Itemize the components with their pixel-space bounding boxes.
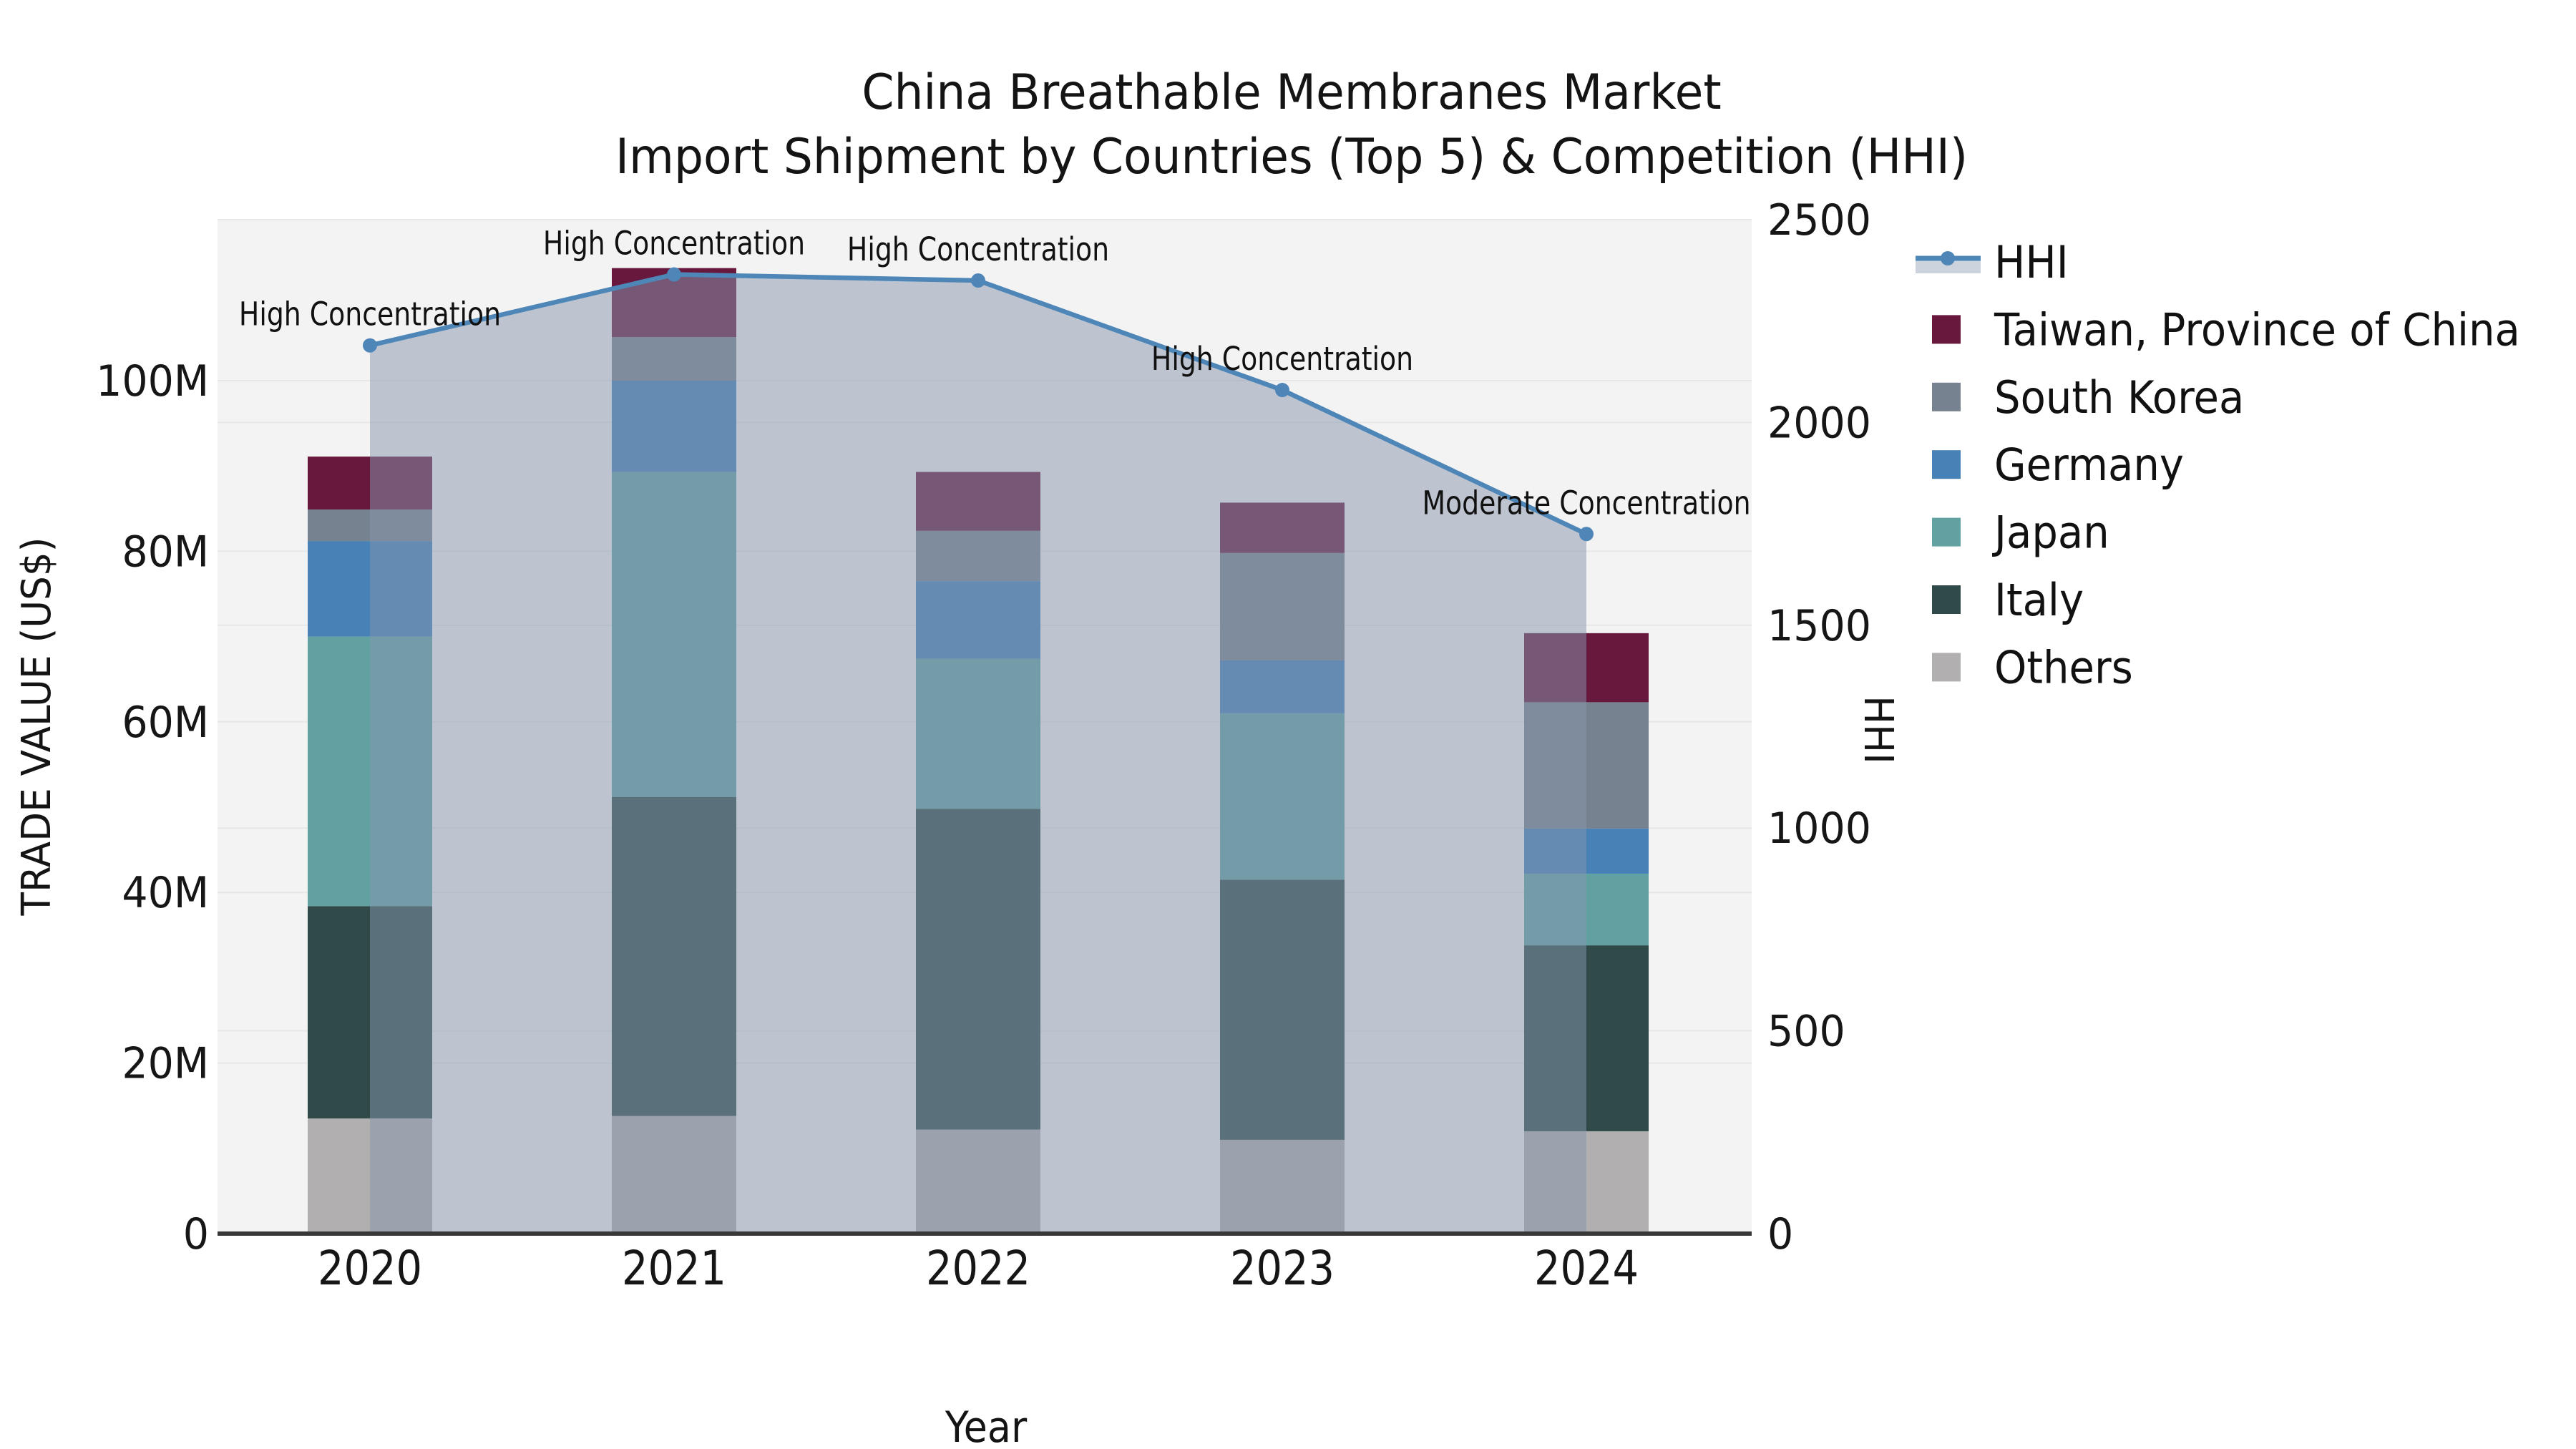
left-tick-60M: 60M bbox=[122, 697, 209, 747]
legend-swatch-Japan bbox=[1932, 517, 1961, 547]
x-tick-2020: 2020 bbox=[318, 1241, 422, 1296]
legend-label-South Korea: South Korea bbox=[1994, 372, 2244, 424]
legend-swatch-South Korea bbox=[1932, 382, 1961, 411]
x-axis-title: Year bbox=[945, 1402, 1028, 1449]
plot-layer: High Concentration High Concentration High… bbox=[96, 195, 1871, 1296]
hhi-marker-2024 bbox=[1579, 527, 1594, 542]
legend-hhi-marker bbox=[1941, 251, 1955, 265]
legend-label-Taiwan, Province of China: Taiwan, Province of China bbox=[1994, 304, 2520, 356]
legend-item-South Korea: South Korea bbox=[1932, 372, 2244, 424]
left-tick-20M: 20M bbox=[122, 1038, 209, 1088]
hhi-marker-2020 bbox=[363, 338, 377, 353]
hhi-annotation-2023: High Concentration bbox=[1151, 340, 1413, 378]
hhi-marker-2022 bbox=[971, 273, 985, 288]
chart-title-line1: China Breathable Membranes Market bbox=[862, 63, 1721, 120]
hhi-marker-2021 bbox=[667, 267, 681, 282]
legend-swatch-Germany bbox=[1932, 450, 1961, 479]
legend-item-Japan: Japan bbox=[1932, 507, 2109, 559]
y-axis-title-left: TRADE VALUE (US$) bbox=[13, 537, 60, 916]
hhi-annotation-2020: High Concentration bbox=[239, 295, 501, 333]
hhi-annotation-2024: Moderate Concentration bbox=[1422, 484, 1750, 522]
left-tick-0: 0 bbox=[183, 1209, 209, 1259]
left-tick-80M: 80M bbox=[122, 527, 209, 577]
hhi-annotation-2022: High Concentration bbox=[847, 230, 1109, 268]
hhi-area-fill bbox=[370, 274, 1586, 1234]
legend-item-HHI: HHI bbox=[1916, 237, 2069, 289]
hhi-annotation-2021: High Concentration bbox=[543, 224, 805, 262]
legend-swatch-Italy bbox=[1932, 585, 1961, 614]
tick-labels: 2020 2021 2022 2023 2024 0 20M 40M 60M 80M 100M 0 50… bbox=[96, 195, 1871, 1296]
legend-label-Germany: Germany bbox=[1994, 439, 2184, 491]
right-tick-1500: 1500 bbox=[1767, 600, 1871, 650]
legend-item-Others: Others bbox=[1932, 642, 2133, 694]
legend-item-Germany: Germany bbox=[1932, 439, 2184, 492]
legend: HHI Taiwan, Province of China South Korea G… bbox=[1916, 237, 2520, 694]
legend-swatch-Others bbox=[1932, 653, 1961, 682]
x-tick-2024: 2024 bbox=[1534, 1241, 1639, 1296]
hhi-annotations: High Concentration High Concentration High… bbox=[239, 224, 1751, 522]
hhi-marker-2023 bbox=[1275, 383, 1289, 398]
x-tick-2023: 2023 bbox=[1230, 1241, 1335, 1296]
right-tick-500: 500 bbox=[1767, 1006, 1845, 1056]
legend-swatch-Taiwan, Province of China bbox=[1932, 315, 1961, 344]
legend-label-Japan: Japan bbox=[1991, 507, 2109, 559]
x-tick-2021: 2021 bbox=[622, 1241, 726, 1296]
legend-item-Italy: Italy bbox=[1932, 575, 2084, 627]
x-tick-2022: 2022 bbox=[926, 1241, 1030, 1296]
left-tick-40M: 40M bbox=[122, 868, 209, 918]
right-tick-0: 0 bbox=[1767, 1209, 1793, 1259]
legend-hhi-band bbox=[1916, 258, 1981, 273]
legend-label-Others: Others bbox=[1994, 642, 2133, 693]
y-axis-title-right: HHI bbox=[1855, 696, 1903, 764]
legend-label-HHI: HHI bbox=[1994, 237, 2069, 288]
right-tick-2000: 2000 bbox=[1767, 398, 1871, 448]
right-tick-2500: 2500 bbox=[1767, 195, 1871, 245]
legend-label-Italy: Italy bbox=[1994, 575, 2084, 626]
right-tick-1000: 1000 bbox=[1767, 804, 1871, 854]
chart-title-line2: Import Shipment by Countries (Top 5) & C… bbox=[615, 127, 1968, 185]
left-tick-100M: 100M bbox=[96, 356, 209, 406]
legend-item-Taiwan, Province of China: Taiwan, Province of China bbox=[1932, 304, 2520, 356]
